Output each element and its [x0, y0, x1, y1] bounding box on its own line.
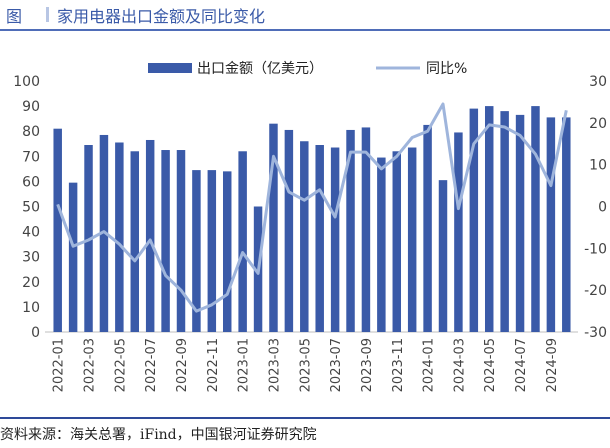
x-tick-label: 2024-09 — [545, 338, 560, 392]
y-left-tick-label: 80 — [22, 124, 40, 140]
figure-label: 图 — [6, 7, 23, 26]
x-tick-label: 2023-03 — [267, 338, 282, 392]
bar — [392, 151, 402, 332]
bar — [562, 117, 571, 333]
x-tick-label: 2022-11 — [206, 338, 221, 392]
right-axis: -30 -20 -10 0 10 20 30 — [584, 74, 607, 341]
y-right-tick-label: 10 — [589, 158, 607, 174]
y-left-tick-label: 20 — [22, 275, 40, 291]
bar — [269, 123, 278, 332]
bar — [300, 141, 309, 332]
x-tick-label: 2023-11 — [391, 338, 406, 392]
bar — [469, 108, 479, 332]
bar — [115, 142, 124, 332]
chart-legend: 出口金额（亿美元） 同比% — [148, 61, 467, 77]
y-right-tick-label: 0 — [598, 200, 607, 216]
legend-line-label: 同比% — [426, 61, 467, 77]
y-right-tick-label: -10 — [584, 241, 607, 257]
bar — [423, 124, 432, 332]
title-separator — [46, 7, 49, 22]
y-left-tick-label: 100 — [13, 74, 40, 90]
yoy-line — [56, 102, 568, 313]
bar — [145, 139, 155, 332]
bar-series — [53, 106, 571, 333]
x-tick-label: 2024-03 — [452, 338, 467, 392]
bar — [407, 147, 417, 332]
y-left-tick-label: 90 — [22, 99, 40, 115]
legend-bar-swatch — [148, 63, 192, 73]
bar — [53, 128, 62, 332]
bar — [531, 106, 540, 332]
x-tick-label: 2022-09 — [175, 338, 190, 392]
bar — [454, 132, 463, 332]
x-tick-label: 2023-05 — [298, 338, 313, 392]
x-tick-label: 2022-05 — [113, 338, 128, 392]
bar — [176, 150, 186, 332]
legend-bar-label: 出口金额（亿美元） — [197, 61, 323, 77]
x-tick-label: 2024-05 — [483, 338, 498, 392]
bar — [284, 129, 294, 332]
y-left-tick-label: 40 — [22, 225, 40, 241]
source-note: 资料来源：海关总署，iFind，中国银河证券研究院 — [0, 427, 317, 443]
x-axis: 2022-01 2022-03 2022-05 2022-07 2022-09 2022-… — [52, 338, 560, 392]
x-tick-label: 2023-09 — [360, 338, 375, 392]
x-tick-label: 2023-07 — [329, 338, 344, 392]
y-right-tick-label: -30 — [584, 325, 607, 341]
figure-title: 家用电器出口金额及同比变化 — [57, 7, 266, 26]
y-left-tick-label: 0 — [31, 325, 40, 341]
bar — [238, 151, 247, 332]
bar — [207, 170, 217, 332]
y-left-tick-label: 10 — [22, 300, 40, 316]
footer-rule — [0, 417, 610, 419]
x-tick-label: 2023-01 — [237, 338, 252, 392]
y-right-tick-label: 30 — [589, 74, 607, 90]
y-left-tick-label: 30 — [22, 250, 40, 266]
x-tick-label: 2024-01 — [422, 338, 437, 392]
bar — [500, 111, 509, 333]
bar — [546, 117, 556, 333]
bar — [222, 171, 232, 332]
bar — [346, 129, 355, 332]
bar — [330, 147, 340, 332]
y-left-tick-label: 60 — [22, 174, 40, 190]
figure-header: 图 家用电器出口金额及同比变化 — [0, 0, 610, 31]
bar — [130, 151, 140, 332]
line-series — [56, 102, 568, 313]
bar — [515, 114, 525, 332]
bar — [484, 106, 494, 332]
bar — [161, 150, 170, 332]
x-tick-label: 2024-07 — [514, 338, 529, 392]
y-right-tick-label: -20 — [584, 283, 607, 299]
x-tick-label: 2022-03 — [83, 338, 98, 392]
bar — [315, 145, 324, 332]
x-tick-label: 2022-07 — [144, 338, 159, 392]
header-rule — [0, 29, 610, 31]
bar — [377, 157, 386, 332]
bar — [438, 180, 448, 332]
y-right-tick-label: 20 — [589, 116, 607, 132]
bar — [68, 182, 78, 332]
bar — [192, 170, 201, 332]
left-axis: 0 10 20 30 40 50 60 70 80 90 100 — [13, 74, 40, 341]
y-left-tick-label: 70 — [22, 149, 40, 165]
bar — [361, 127, 371, 332]
y-left-tick-label: 50 — [22, 200, 40, 216]
x-tick-label: 2022-01 — [52, 338, 67, 392]
